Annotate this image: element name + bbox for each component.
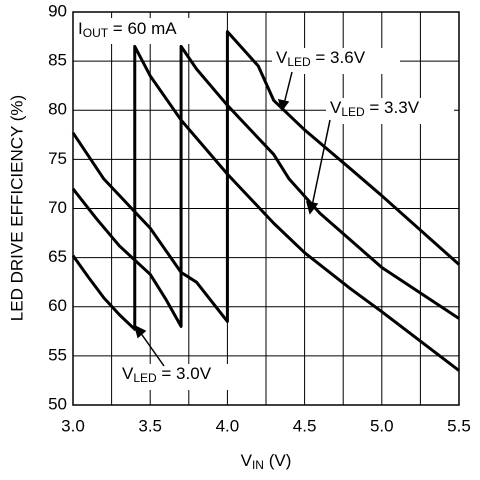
ann-main: V — [276, 48, 288, 67]
label-bg — [76, 18, 208, 44]
x-tick-label: 4.0 — [216, 416, 240, 435]
ann-sub: LED — [341, 105, 365, 119]
x-tick-label: 3.0 — [61, 416, 85, 435]
arrow-head — [277, 98, 290, 112]
data-line — [71, 44, 460, 372]
arrows — [133, 71, 331, 367]
y-tick-label: 55 — [48, 345, 67, 364]
y-tick-label: 60 — [48, 296, 67, 315]
x-label-sub: IN — [252, 458, 264, 472]
label-bg — [272, 48, 400, 74]
y-tick-label: 70 — [48, 198, 67, 217]
y-tick-label: 80 — [48, 100, 67, 119]
annotation: IOUT = 60 mA — [78, 19, 177, 40]
ann-rest: = 3.0V — [157, 364, 212, 383]
y-tick-label: 50 — [48, 394, 67, 413]
y-tick-label: 75 — [48, 149, 67, 168]
ann-main: V — [122, 364, 134, 383]
x-axis-label: VIN (V) — [241, 451, 292, 472]
arrow — [139, 331, 165, 367]
label-bg — [118, 364, 244, 390]
ann-rest: = 3.6V — [311, 48, 366, 67]
data-line — [71, 30, 460, 323]
x-label-rest: (V) — [264, 451, 291, 470]
x-tick-label: 3.5 — [138, 416, 162, 435]
arrow — [311, 119, 331, 207]
ann-sub: OUT — [83, 26, 109, 40]
y-tick-label: 65 — [48, 247, 67, 266]
arrow-head — [305, 201, 319, 215]
arrow-head — [133, 324, 147, 339]
ann-rest: = 60 mA — [108, 19, 177, 38]
ann-main: I — [78, 19, 83, 38]
annotation: VLED = 3.3V — [330, 98, 420, 119]
ann-rest: = 3.3V — [365, 98, 420, 117]
x-label-main: V — [241, 451, 253, 470]
annotation: VLED = 3.0V — [122, 364, 212, 385]
y-tick-label: 85 — [48, 51, 67, 70]
annotation: VLED = 3.6V — [276, 48, 366, 69]
y-axis-label: LED DRIVE EFFICIENCY (%) — [7, 95, 26, 321]
x-tick-label: 5.0 — [370, 416, 394, 435]
plot-frame — [72, 11, 460, 406]
x-tick-label: 4.5 — [293, 416, 317, 435]
ann-main: V — [330, 98, 342, 117]
ann-sub: LED — [287, 55, 311, 69]
ann-sub: LED — [133, 371, 157, 385]
arrow — [283, 71, 293, 105]
y-tick-label: 90 — [48, 1, 67, 20]
x-tick-label: 5.5 — [447, 416, 471, 435]
label-bg — [326, 98, 454, 124]
plot-area: 50 55 60 65 70 75 80 85 90 3.0 3.5 4.0 4.5 5.0 5.5 — [48, 1, 471, 435]
